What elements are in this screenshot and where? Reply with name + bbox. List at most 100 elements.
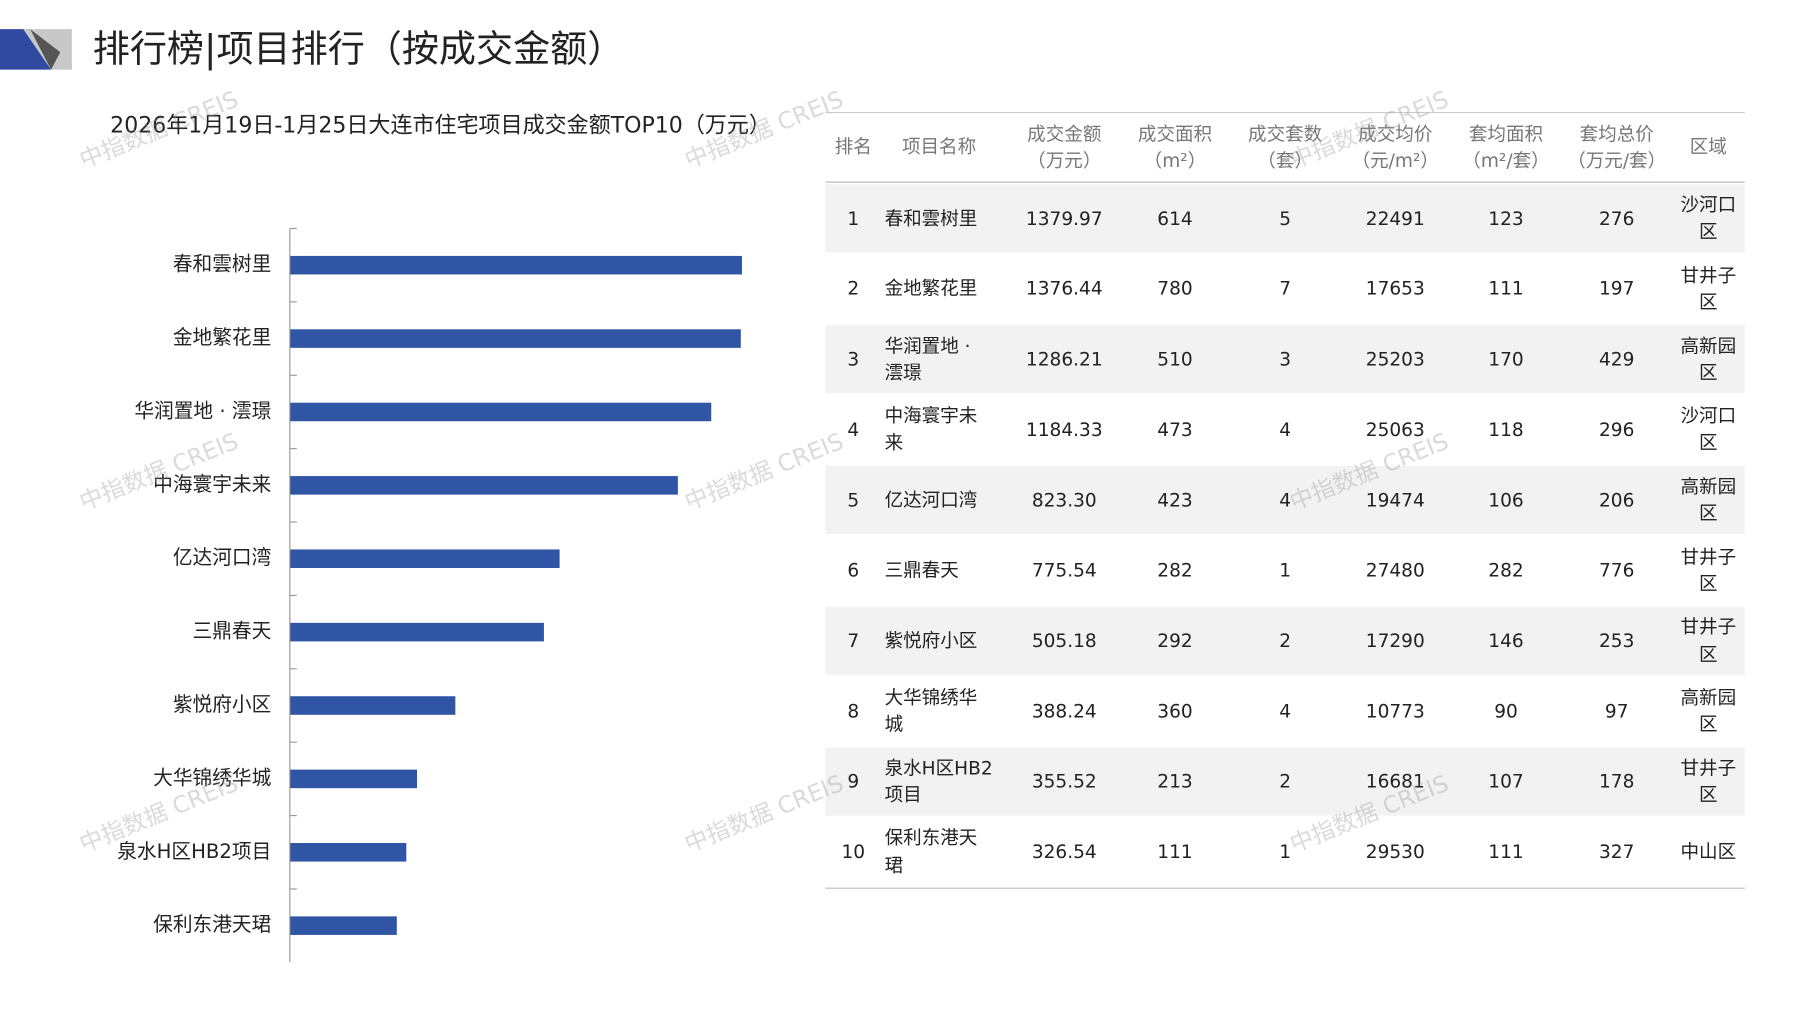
column-header: 成交面积（m²） <box>1137 122 1213 172</box>
table-cell-box: 106 <box>1488 488 1524 511</box>
table-cell-box: 甘井子区 <box>1680 756 1737 806</box>
row-background <box>825 747 1745 816</box>
table-cell: 388.24 <box>1031 699 1097 722</box>
bar <box>289 696 456 715</box>
y-tick-label: 华润置地 · 澐璟 <box>134 399 271 422</box>
y-tick-label: 紫悦府小区 <box>173 693 271 716</box>
table-cell-box: 1 <box>1279 840 1292 863</box>
table-cell-box: 178 <box>1599 770 1635 793</box>
project-name-box: 保利东港天珺 <box>884 827 978 877</box>
table-cell-box: 111 <box>1157 841 1192 863</box>
table-cell: 17290 <box>1365 629 1425 652</box>
table-cell: 1 <box>1279 840 1292 863</box>
table-cell-box: 2 <box>1279 630 1291 652</box>
table-cell: 178 <box>1599 770 1635 793</box>
table-cell: 775.54 <box>1031 559 1097 582</box>
table-cell-box: 16681 <box>1365 770 1425 793</box>
project-name-box: 金地繁花里 <box>885 278 978 300</box>
table-cell: 276 <box>1599 207 1635 230</box>
watermark: 中指数据 CREIS <box>681 428 847 516</box>
table-cell-box: 4 <box>1279 418 1291 440</box>
table-cell: 107 <box>1488 770 1524 793</box>
table-cell-box: 360 <box>1157 700 1192 722</box>
row-background <box>825 465 1745 534</box>
table-cell-box: 111 <box>1488 278 1523 300</box>
table-cell: 614 <box>1157 207 1193 230</box>
table-cell: 170 <box>1488 348 1524 371</box>
table-cell-box: 甘井子区 <box>1680 616 1737 666</box>
table-cell: 253 <box>1599 629 1635 652</box>
table-cell: 1 <box>1279 559 1292 582</box>
table-cell-box: 473 <box>1157 418 1192 440</box>
table-cell-box: 170 <box>1488 348 1524 371</box>
table-cell: 高新园区 <box>1680 475 1737 525</box>
table-cell: 327 <box>1599 840 1635 863</box>
table-cell: 4 <box>1279 699 1292 722</box>
y-tick-label: 大华锦绣华城 <box>153 766 271 789</box>
column-header: 排名 <box>834 136 872 159</box>
table-cell: 16681 <box>1365 770 1425 793</box>
table-cell: 甘井子区 <box>1680 264 1737 314</box>
column-header-box: 排名 <box>834 136 872 159</box>
table-cell-box: 3 <box>847 348 860 371</box>
table-cell-box: 4 <box>1279 489 1291 511</box>
table-cell: 97 <box>1604 699 1629 722</box>
project-name-box: 中海寰宇未来 <box>884 405 978 454</box>
table-cell-box: 614 <box>1157 207 1193 230</box>
table-cell-box: 25063 <box>1366 418 1425 440</box>
project-name: 春和雲树里 <box>884 207 978 230</box>
project-name: 紫悦府小区 <box>884 629 978 652</box>
project-name: 中海寰宇未来 <box>884 405 978 454</box>
table-cell-box: 4 <box>847 418 859 440</box>
table-cell-box: 高新园区 <box>1680 475 1737 525</box>
table-cell: 3 <box>1279 348 1292 371</box>
project-name-box: 华润置地 · 澐璟 <box>885 335 971 384</box>
bar <box>289 769 418 789</box>
table-cell: 776 <box>1599 559 1635 582</box>
table-cell: 甘井子区 <box>1680 616 1737 666</box>
table-cell-box: 505.18 <box>1032 630 1097 652</box>
table-cell-box: 355.52 <box>1032 770 1097 792</box>
table-cell-box: 17290 <box>1365 629 1425 652</box>
table-cell: 19474 <box>1365 488 1425 511</box>
table-cell-box: 2 <box>847 278 859 300</box>
table-cell-box: 197 <box>1599 278 1634 300</box>
y-tick-label: 亿达河口湾 <box>173 546 271 569</box>
bar-chart: 2026年1月19日-1月25日大连市住宅项目成交金额TOP10（万元） 春和雲树… <box>110 113 771 963</box>
bar <box>289 622 544 642</box>
table-cell-box: 118 <box>1488 418 1523 440</box>
table-cell: 3 <box>847 348 860 371</box>
table-cell: 沙河口区 <box>1680 405 1737 454</box>
project-name: 保利东港天珺 <box>884 827 978 877</box>
column-header: 成交金额（万元） <box>1027 122 1102 172</box>
table-cell-box: 90 <box>1494 700 1518 722</box>
table-cell-box: 7 <box>847 629 860 652</box>
table-cell-box: 206 <box>1599 489 1634 511</box>
table-cell: 10773 <box>1365 699 1425 722</box>
table-cell: 1 <box>847 207 860 230</box>
table-cell-box: 25203 <box>1365 348 1425 371</box>
table-cell-box: 4 <box>1279 699 1292 722</box>
table-cell-box: 27480 <box>1366 559 1425 581</box>
table-cell-box: 775.54 <box>1031 559 1097 582</box>
table-cell-box: 1 <box>847 207 860 230</box>
table-cell: 106 <box>1488 488 1524 511</box>
y-tick-label: 中海寰宇未来 <box>153 473 271 496</box>
table-cell: 282 <box>1157 559 1193 582</box>
table-cell: 292 <box>1157 629 1193 652</box>
table-cell-box: 22491 <box>1366 207 1425 229</box>
table-cell-box: 19474 <box>1365 488 1425 511</box>
table-cell: 1184.33 <box>1025 418 1103 441</box>
column-header: 成交套数（套） <box>1248 122 1323 172</box>
table-cell: 25203 <box>1365 348 1425 371</box>
table-cell: 甘井子区 <box>1680 756 1737 806</box>
table-cell-box: 282 <box>1157 559 1193 582</box>
table-cell-box: 107 <box>1488 770 1524 793</box>
table-cell: 甘井子区 <box>1680 545 1737 595</box>
table-cell: 7 <box>847 629 860 652</box>
table-cell: 429 <box>1599 348 1635 371</box>
project-name-box: 亿达河口湾 <box>885 489 978 511</box>
table-cell: 高新园区 <box>1680 686 1737 736</box>
table-cell-box: 423 <box>1157 489 1192 511</box>
table-cell: 9 <box>847 770 860 793</box>
